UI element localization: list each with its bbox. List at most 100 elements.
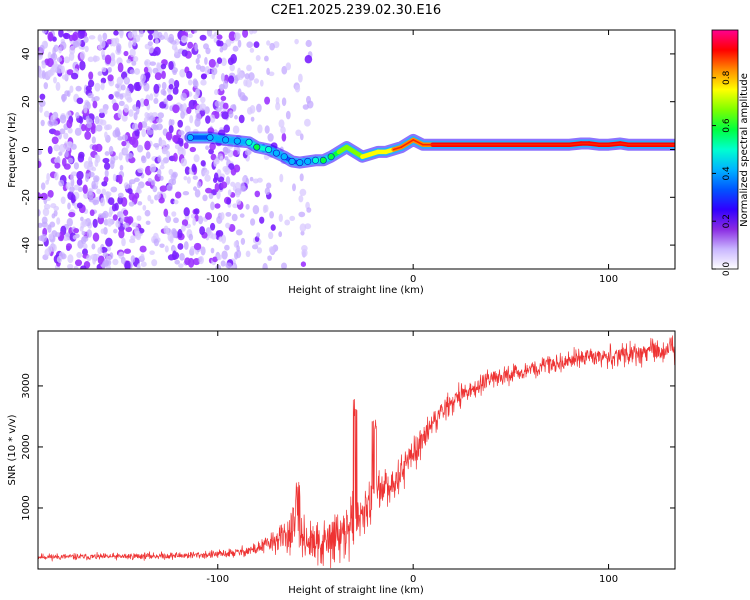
noise-speckle — [84, 45, 89, 53]
noise-speckle — [76, 202, 83, 209]
noise-speckle — [104, 151, 110, 156]
noise-speckle — [202, 194, 208, 202]
noise-speckle — [131, 138, 139, 148]
noise-speckle — [299, 223, 307, 232]
noise-speckle — [143, 82, 150, 92]
noise-speckle — [92, 232, 100, 242]
ridge-core — [607, 142, 622, 146]
noise-speckle — [84, 131, 92, 140]
noise-speckle — [97, 246, 103, 255]
noise-speckle — [40, 119, 45, 127]
noise-speckle — [94, 82, 101, 92]
noise-speckle — [126, 96, 133, 103]
noise-speckle — [206, 30, 213, 37]
noise-speckle — [97, 71, 103, 77]
spectrogram-x-tick-label: 0 — [410, 274, 416, 285]
noise-speckle — [221, 234, 227, 244]
noise-speckle — [141, 155, 147, 164]
noise-speckle — [68, 211, 76, 218]
noise-speckle — [240, 182, 245, 191]
noise-speckle — [38, 222, 43, 228]
noise-speckle — [98, 213, 104, 219]
noise-speckle — [72, 31, 79, 41]
noise-speckle — [215, 264, 222, 269]
noise-speckle — [95, 154, 101, 163]
noise-speckle — [70, 72, 79, 80]
noise-speckle — [200, 73, 207, 80]
noise-speckle — [232, 150, 238, 157]
noise-speckle — [253, 78, 260, 84]
noise-speckle — [147, 194, 152, 202]
noise-speckle — [173, 199, 179, 205]
noise-speckle — [49, 221, 56, 228]
noise-speckle — [300, 261, 307, 267]
snr-x-axis-label: Height of straight line (km) — [288, 585, 424, 596]
noise-speckle — [205, 212, 212, 220]
noise-speckle — [129, 69, 135, 75]
noise-speckle — [72, 40, 80, 48]
noise-speckle — [267, 133, 274, 142]
noise-speckle — [194, 43, 199, 52]
noise-speckle — [157, 168, 162, 177]
noise-speckle — [183, 207, 190, 217]
noise-speckle — [93, 95, 100, 102]
noise-speckle — [200, 246, 206, 256]
noise-speckle — [39, 44, 45, 53]
noise-speckle — [172, 104, 180, 114]
noise-speckle — [243, 79, 248, 87]
noise-speckle — [75, 85, 82, 92]
noise-speckle — [88, 171, 95, 178]
noise-speckle — [241, 94, 248, 102]
noise-speckle — [145, 151, 151, 159]
noise-speckle — [173, 217, 179, 224]
noise-speckle — [143, 66, 149, 74]
noise-speckle — [214, 203, 221, 209]
noise-speckle — [111, 37, 118, 47]
noise-speckle — [97, 34, 103, 42]
noise-speckle — [107, 197, 115, 205]
noise-speckle — [228, 75, 235, 84]
spectrogram-noise-layer — [38, 30, 314, 269]
snr-y-tick-label: 1000 — [21, 495, 32, 520]
noise-speckle — [73, 227, 80, 234]
noise-speckle — [198, 255, 204, 265]
noise-speckle — [159, 164, 165, 170]
noise-speckle — [205, 115, 211, 124]
noise-speckle — [190, 214, 196, 219]
noise-speckle — [63, 132, 69, 140]
ridge-blob — [327, 153, 335, 161]
noise-speckle — [54, 162, 61, 169]
noise-speckle — [132, 55, 139, 63]
noise-speckle — [55, 81, 61, 91]
noise-speckle — [193, 208, 200, 215]
noise-speckle — [149, 163, 157, 173]
noise-speckle — [53, 44, 59, 53]
noise-speckle — [69, 186, 75, 193]
noise-speckle — [59, 114, 67, 124]
noise-speckle — [81, 123, 86, 132]
noise-speckle — [195, 57, 200, 65]
noise-speckle — [295, 129, 302, 137]
noise-speckle — [74, 127, 82, 136]
noise-speckle — [103, 227, 108, 235]
noise-speckle — [118, 152, 123, 161]
noise-speckle — [234, 32, 241, 40]
colorbar: 0.0 0.2 0.4 0.6 0.8 Normalized spectral ampl… — [711, 29, 750, 276]
noise-speckle — [156, 191, 161, 200]
noise-speckle — [123, 77, 130, 84]
noise-speckle — [106, 38, 113, 45]
noise-speckle — [235, 229, 243, 236]
noise-speckle — [165, 131, 173, 141]
noise-speckle — [136, 215, 142, 222]
ridge-blob — [186, 134, 194, 142]
noise-speckle — [177, 228, 183, 239]
noise-speckle — [89, 209, 95, 217]
noise-speckle — [233, 164, 241, 173]
noise-speckle — [108, 93, 114, 100]
noise-speckle — [150, 179, 156, 186]
noise-speckle — [246, 41, 254, 48]
noise-speckle — [119, 218, 124, 224]
noise-speckle — [251, 244, 259, 250]
noise-speckle — [86, 121, 92, 129]
snr-y-tick-label: 3000 — [21, 373, 32, 398]
